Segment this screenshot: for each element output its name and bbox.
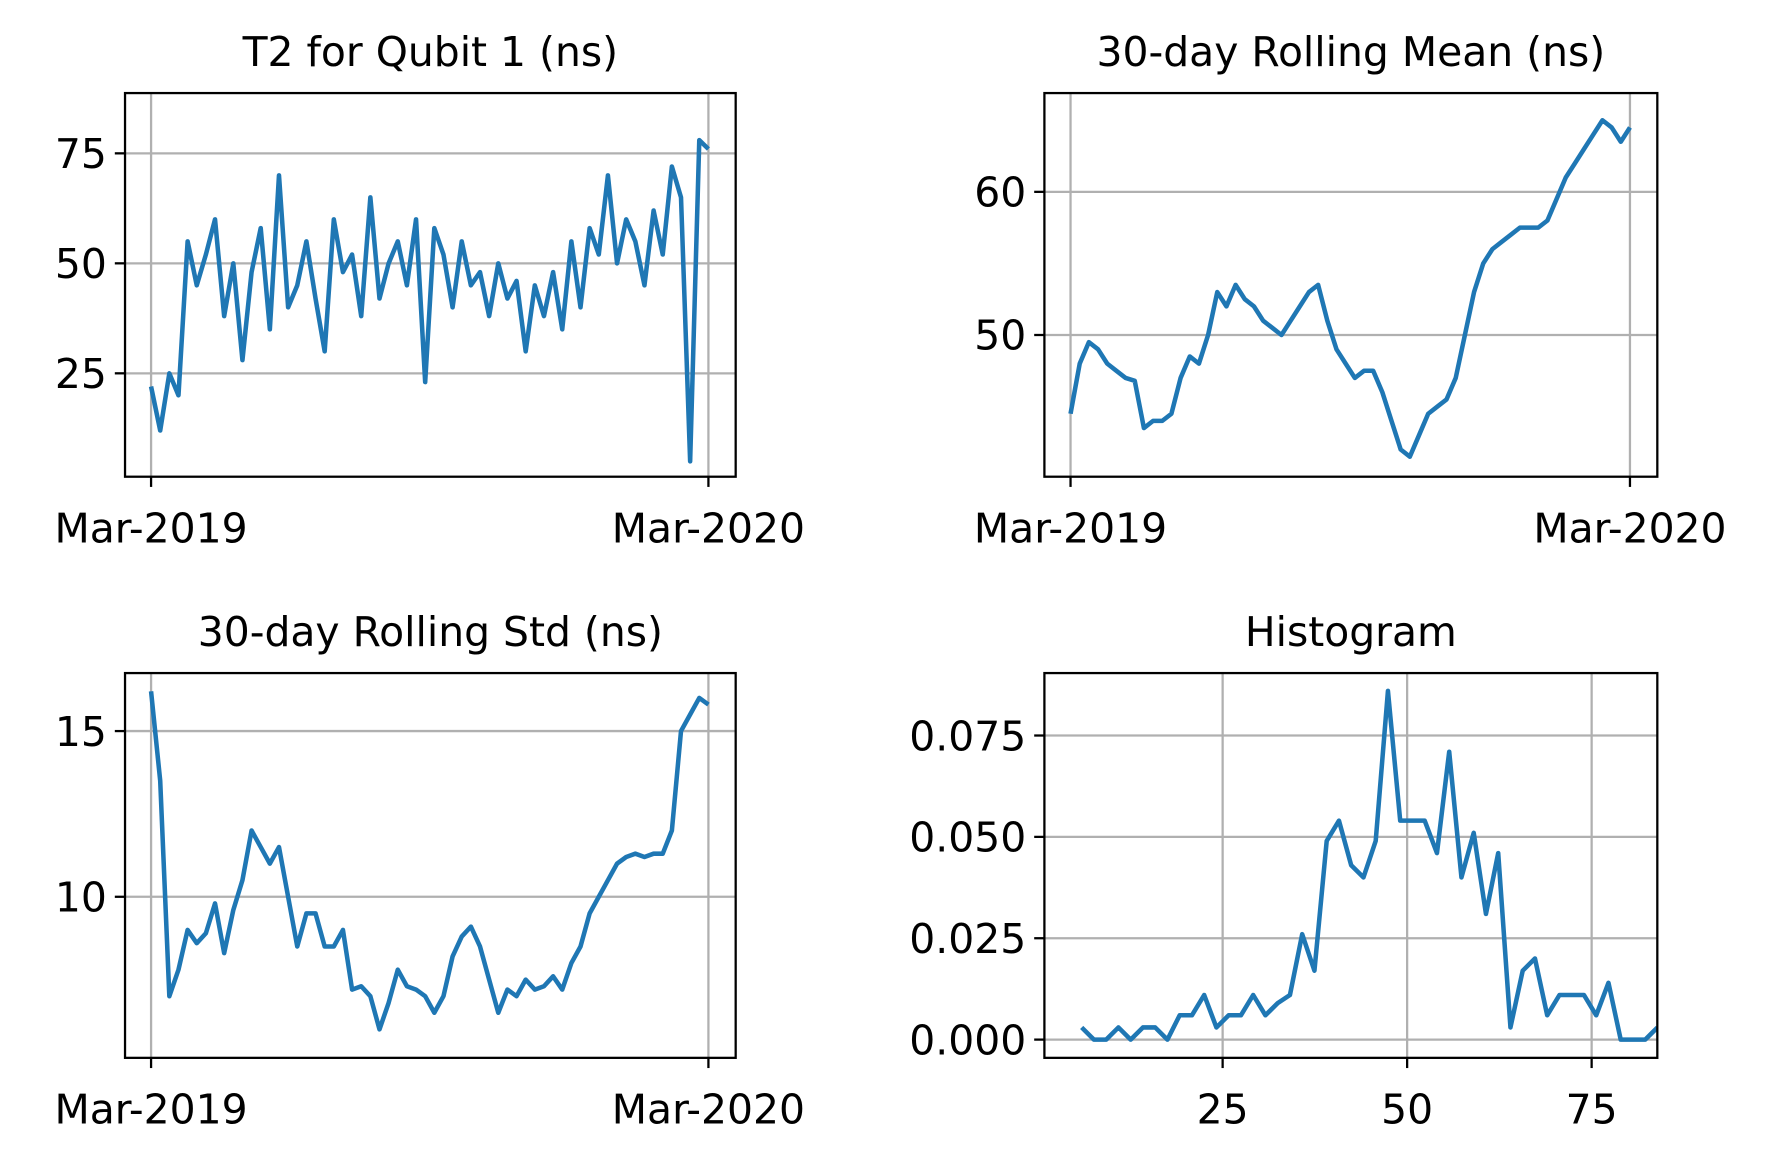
data-line [148, 691, 710, 1032]
subplot: Mar-2019 Mar-2020 50 60 30-day Rolling Mean … [974, 28, 1727, 553]
x-tick-label: Mar-2019 [54, 1086, 247, 1134]
y-tick-label: 15 [55, 708, 107, 756]
x-tick-label: Mar-2020 [612, 505, 805, 553]
y-tick-label: 0.050 [909, 814, 1026, 862]
y-tick-label: 60 [974, 169, 1026, 217]
y-tick-label: 0.000 [909, 1016, 1026, 1064]
subplot: 25 50 75 0.000 0.025 0.050 0.075 Histogram [909, 608, 1659, 1134]
axes-frame [1043, 91, 1659, 478]
data-line [148, 137, 710, 464]
x-tick-label: Mar-2020 [1533, 505, 1726, 553]
data-line [1068, 117, 1632, 459]
y-tick-label: 50 [974, 312, 1026, 360]
x-tick-label: Mar-2019 [974, 505, 1167, 553]
x-tick-label: Mar-2020 [612, 1086, 805, 1134]
y-tick-label: 50 [55, 240, 107, 288]
x-tick-label: Mar-2019 [54, 505, 247, 553]
x-tick-label: 25 [1197, 1086, 1249, 1134]
x-tick-label: 75 [1566, 1086, 1618, 1134]
subplot-title: 30-day Rolling Std (ns) [198, 608, 663, 656]
subplot: Mar-2019 Mar-2020 25 50 75 T2 for Qubit 1 (ns… [54, 28, 805, 553]
data-line [1080, 688, 1658, 1042]
y-tick-label: 0.075 [909, 712, 1026, 760]
x-tick-label: 50 [1381, 1086, 1433, 1134]
y-tick-label: 0.025 [909, 915, 1026, 963]
y-tick-label: 10 [55, 874, 107, 922]
subplot-title: Histogram [1245, 608, 1457, 656]
subplot: Mar-2019 Mar-2020 10 15 30-day Rolling Std (… [54, 608, 805, 1134]
y-tick-label: 25 [55, 350, 107, 398]
subplot-title: T2 for Qubit 1 (ns) [242, 28, 619, 76]
axes-frame [123, 91, 737, 478]
axes-frame [1043, 671, 1659, 1059]
axes-frame [123, 671, 737, 1059]
subplot-title: 30-day Rolling Mean (ns) [1097, 28, 1606, 76]
y-tick-label: 75 [55, 130, 107, 178]
